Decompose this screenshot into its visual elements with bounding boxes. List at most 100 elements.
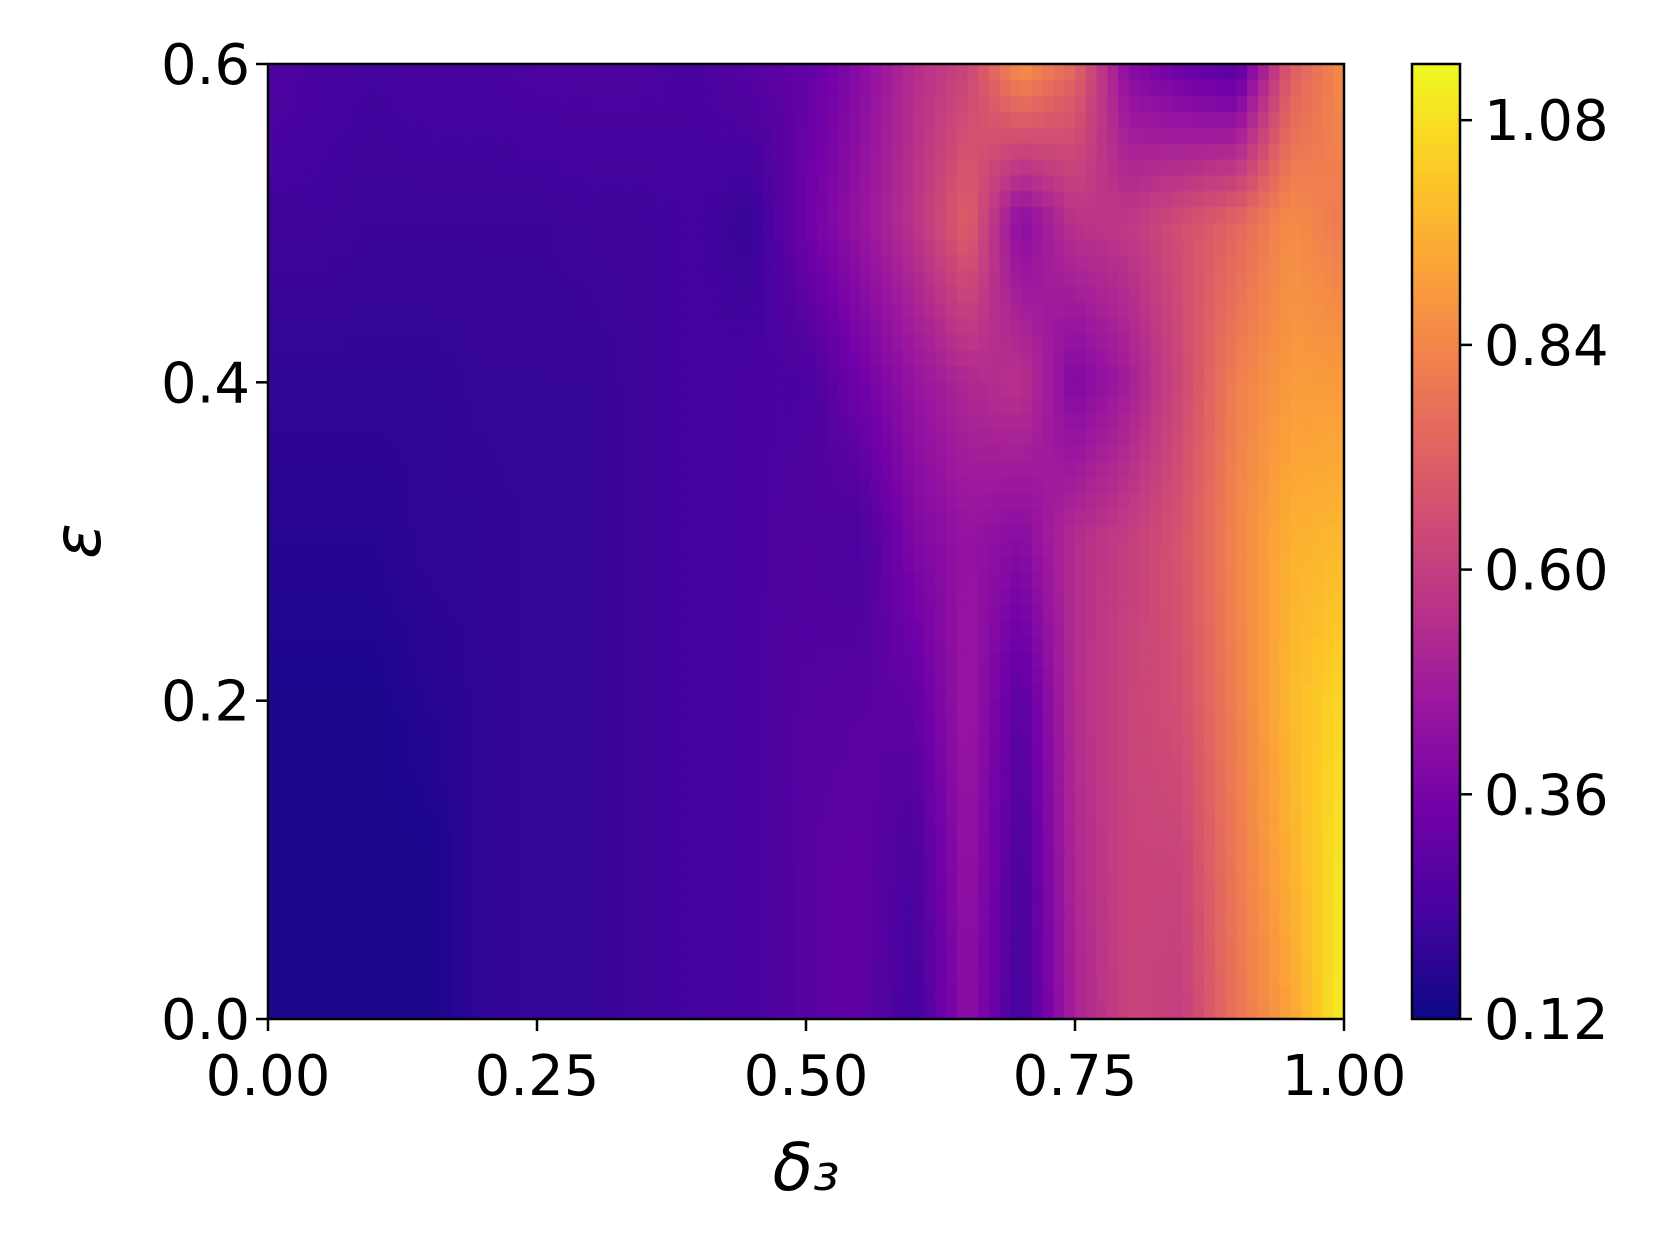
heatmap-cell xyxy=(773,637,786,654)
heatmap-cell xyxy=(569,493,581,511)
heatmap-cell xyxy=(859,350,872,368)
heatmap-cell xyxy=(698,652,710,670)
heatmap-cell xyxy=(311,255,323,272)
heatmap-cell xyxy=(601,477,613,495)
heatmap-cell xyxy=(569,605,581,622)
heatmap-cell xyxy=(935,398,947,415)
heatmap-cell xyxy=(795,668,807,686)
heatmap-cell xyxy=(709,430,721,447)
heatmap-cell xyxy=(795,191,807,208)
heatmap-cell xyxy=(795,127,807,145)
heatmap-cell xyxy=(343,430,355,447)
heatmap-cell xyxy=(461,223,474,240)
heatmap-cell xyxy=(1161,589,1173,606)
heatmap-cell xyxy=(730,796,743,813)
heatmap-cell xyxy=(1268,557,1281,574)
heatmap-cell xyxy=(558,716,570,734)
heatmap-cell xyxy=(698,541,710,559)
heatmap-cell xyxy=(967,255,979,272)
heatmap-cell xyxy=(1311,398,1324,415)
heatmap-cell xyxy=(493,684,506,702)
heatmap-cell xyxy=(1311,780,1324,797)
heatmap-cell xyxy=(364,286,377,304)
heatmap-cell xyxy=(1300,318,1313,336)
heatmap-cell xyxy=(354,430,366,447)
heatmap-cell xyxy=(773,525,786,543)
heatmap-cell xyxy=(580,477,592,495)
heatmap-cell xyxy=(407,318,420,336)
heatmap-cell xyxy=(461,573,474,590)
heatmap-cell xyxy=(644,780,656,797)
heatmap-cell xyxy=(300,732,312,750)
heatmap-cell xyxy=(1279,64,1291,81)
heatmap-cell xyxy=(483,780,495,797)
heatmap-cell xyxy=(289,430,301,447)
heatmap-cell xyxy=(1236,541,1248,559)
heatmap-cell xyxy=(526,79,538,97)
heatmap-cell xyxy=(343,366,355,383)
heatmap-cell xyxy=(569,382,581,399)
heatmap-cells xyxy=(268,64,1345,1020)
heatmap-cell xyxy=(644,414,656,431)
heatmap-cell xyxy=(956,398,968,415)
heatmap-cell xyxy=(1075,477,1087,495)
heatmap-cell xyxy=(590,175,603,192)
heatmap-cell xyxy=(1214,207,1227,224)
heatmap-cell xyxy=(1118,525,1130,543)
heatmap-cell xyxy=(967,589,979,606)
heatmap-cell xyxy=(1128,207,1141,224)
heatmap-cell xyxy=(859,334,872,352)
heatmap-cell xyxy=(558,318,570,336)
heatmap-cell xyxy=(1333,525,1345,543)
heatmap-cell xyxy=(719,350,732,368)
heatmap-cell xyxy=(461,239,474,256)
heatmap-cell xyxy=(762,318,775,336)
heatmap-cell xyxy=(1279,127,1291,145)
heatmap-cell xyxy=(547,780,560,797)
heatmap-cell xyxy=(1021,716,1033,734)
heatmap-cell xyxy=(1128,764,1141,781)
heatmap-cell xyxy=(429,732,441,750)
heatmap-cell xyxy=(1150,223,1162,240)
heatmap-cell xyxy=(569,270,581,288)
heatmap-cell xyxy=(1042,95,1055,113)
heatmap-cell xyxy=(978,684,990,702)
heatmap-cell xyxy=(418,239,430,256)
heatmap-cell xyxy=(590,541,603,559)
heatmap-cell xyxy=(1064,652,1076,670)
heatmap-cell xyxy=(526,780,538,797)
heatmap-cell xyxy=(1118,318,1130,336)
heatmap-cell xyxy=(666,573,678,590)
heatmap-cell xyxy=(289,79,301,97)
heatmap-cell xyxy=(870,143,882,161)
heatmap-cell xyxy=(1290,302,1302,320)
heatmap-cell xyxy=(1053,732,1065,750)
heatmap-cell xyxy=(719,812,732,829)
heatmap-cell xyxy=(1193,780,1205,797)
heatmap-cell xyxy=(1236,780,1248,797)
heatmap-cell xyxy=(1021,446,1033,463)
heatmap-cell xyxy=(1021,652,1033,670)
heatmap-cell xyxy=(924,668,936,686)
heatmap-cell xyxy=(440,286,452,304)
heatmap-cell xyxy=(386,621,398,638)
heatmap-cell xyxy=(1042,843,1055,861)
heatmap-cell xyxy=(1182,414,1194,431)
heatmap-cell xyxy=(1257,95,1270,113)
heatmap-cell xyxy=(1333,302,1345,320)
heatmap-cell xyxy=(666,414,678,431)
heatmap-cell xyxy=(558,191,570,208)
heatmap-cell xyxy=(978,350,990,368)
heatmap-cell xyxy=(311,828,323,845)
heatmap-cell xyxy=(1150,557,1162,574)
heatmap-cell xyxy=(450,302,463,320)
heatmap-cell xyxy=(1161,764,1173,781)
heatmap-cell xyxy=(1042,302,1055,320)
heatmap-cell xyxy=(1064,812,1076,829)
heatmap-cell xyxy=(569,828,581,845)
heatmap-cell xyxy=(278,589,291,606)
heatmap-cell xyxy=(730,684,743,702)
heatmap-cell xyxy=(967,652,979,670)
heatmap-cell xyxy=(795,302,807,320)
heatmap-cell xyxy=(1268,159,1281,177)
